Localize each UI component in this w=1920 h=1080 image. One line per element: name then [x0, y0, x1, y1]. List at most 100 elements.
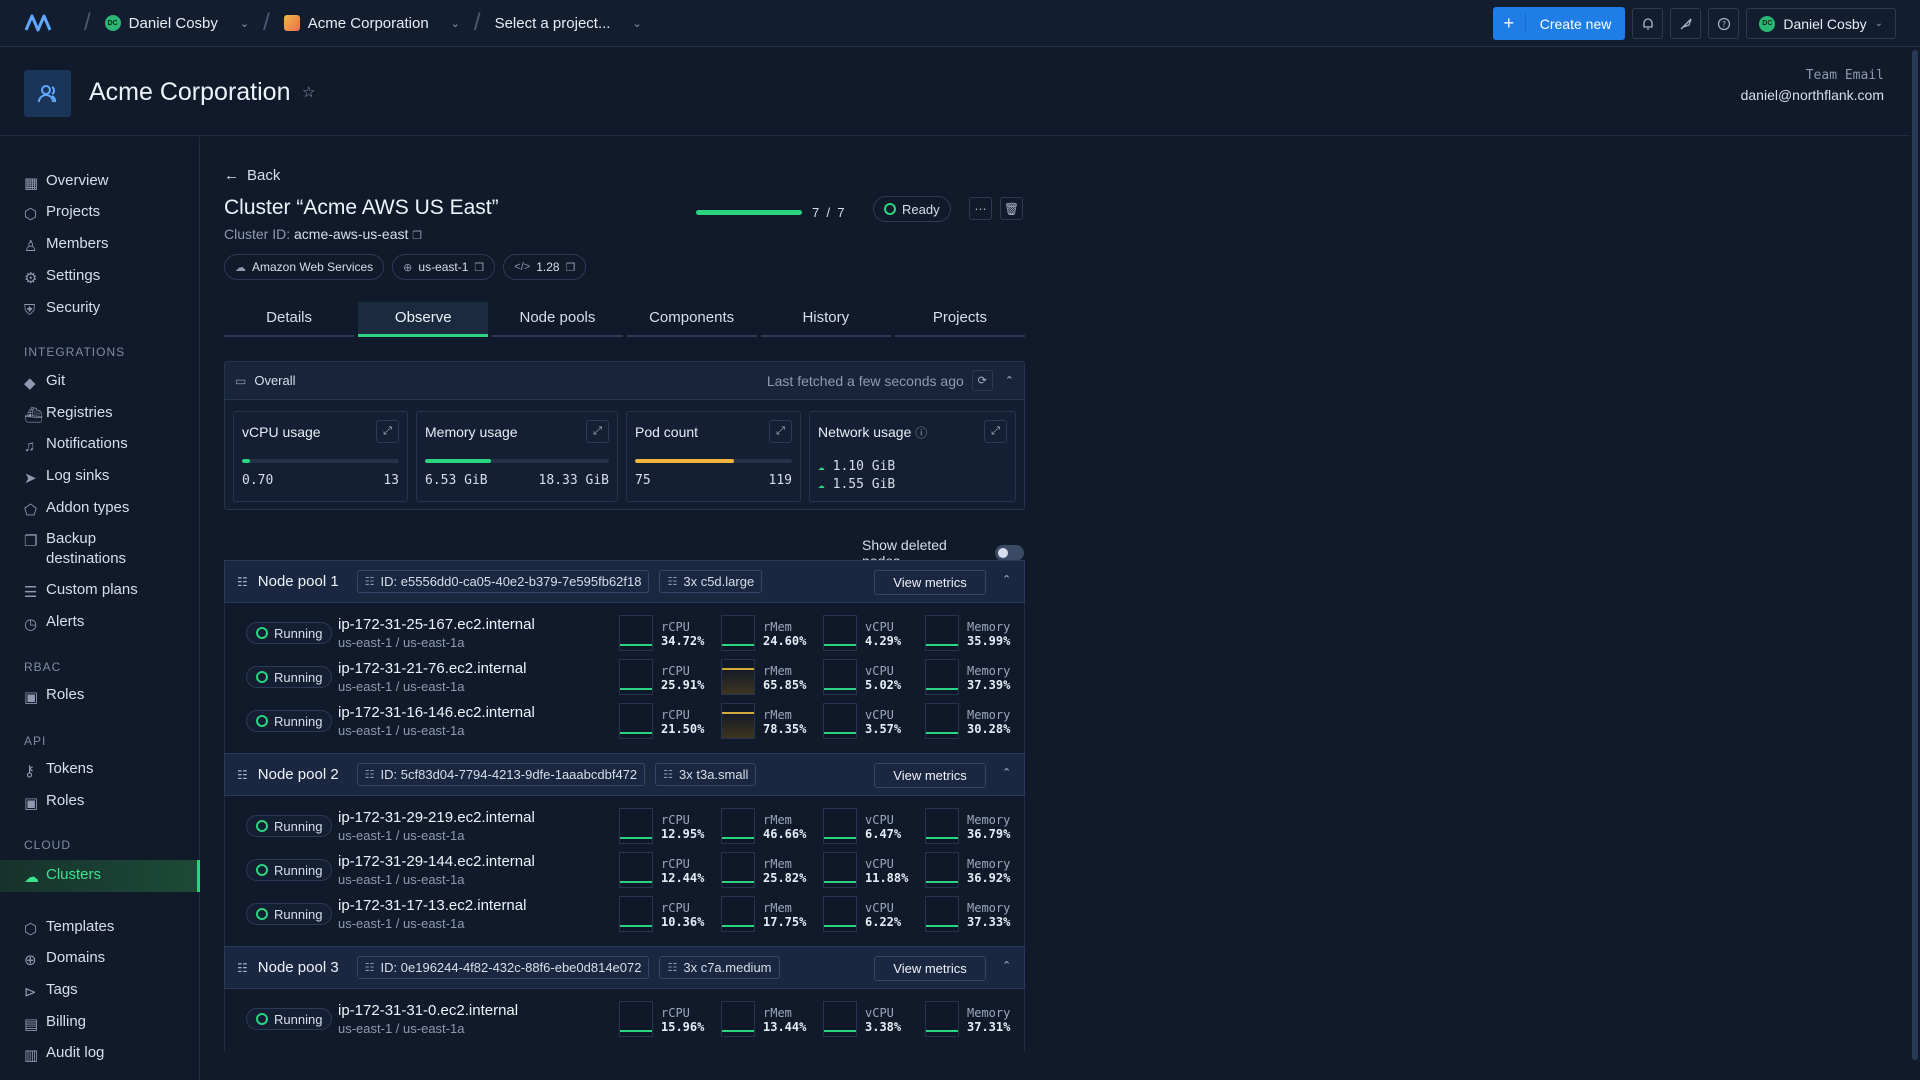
sidebar-item-tags[interactable]: ⊳ Tags	[24, 980, 78, 1001]
tab-details[interactable]: Details	[224, 302, 355, 337]
expand-button[interactable]: ⤢	[586, 420, 609, 443]
node-row[interactable]: Running ip-172-31-17-13.ec2.internal us-…	[225, 892, 1026, 936]
help-button[interactable]: ?	[1708, 8, 1740, 39]
account-menu-button[interactable]: DC Daniel Cosby ⌄	[1746, 8, 1896, 39]
expand-button[interactable]: ⤢	[376, 420, 399, 443]
node-name[interactable]: ip-172-31-25-167.ec2.internal	[338, 616, 535, 633]
user-switcher[interactable]: DC Daniel Cosby ⌄	[104, 15, 249, 32]
expand-button[interactable]: ⤢	[984, 420, 1007, 443]
status-ring-icon	[256, 864, 268, 876]
sidebar-section-rbac: RBAC	[24, 660, 62, 674]
show-deleted-toggle[interactable]	[995, 545, 1024, 561]
sidebar-item-projects[interactable]: ⬡ Projects	[24, 202, 100, 223]
sidebar-item-members[interactable]: ♙ Members	[24, 234, 109, 255]
sidebar-item-tokens[interactable]: ⚷ Tokens	[24, 759, 94, 780]
sidebar-item-git[interactable]: ◆ Git	[24, 371, 65, 392]
tab-components[interactable]: Components	[626, 302, 757, 337]
sidebar-item-overview[interactable]: ▦ Overview	[24, 171, 109, 192]
rmem-label: rMem	[763, 1006, 792, 1020]
vcpu-sparkline	[823, 808, 857, 844]
back-label: Back	[247, 167, 281, 184]
sidebar-item-label: Tags	[46, 981, 78, 998]
node-name[interactable]: ip-172-31-17-13.ec2.internal	[338, 897, 527, 914]
refresh-button[interactable]: ⟳	[971, 370, 993, 391]
sidebar-item-security[interactable]: ⛨ Security	[24, 298, 100, 319]
info-icon[interactable]: ⓘ	[915, 426, 928, 440]
copy-icon[interactable]: ❐	[565, 261, 576, 274]
sidebar-item-billing[interactable]: ▤ Billing	[24, 1012, 86, 1033]
expand-button[interactable]: ⤢	[769, 420, 792, 443]
sidebar-item-log-sinks[interactable]: ➤ Log sinks	[24, 466, 109, 487]
sidebar-item-addon-types[interactable]: ⬠ Addon types	[24, 498, 129, 519]
node-name[interactable]: ip-172-31-29-219.ec2.internal	[338, 809, 535, 826]
deploy-button[interactable]	[1670, 8, 1702, 39]
node-row[interactable]: Running ip-172-31-16-146.ec2.internal us…	[225, 699, 1026, 743]
memory-usage-values: 6.53 GiB 18.33 GiB	[425, 473, 609, 488]
chevron-up-icon[interactable]: ⌃	[1004, 375, 1014, 387]
server-icon: ☷	[237, 767, 248, 782]
node-row[interactable]: Running ip-172-31-29-219.ec2.internal us…	[225, 804, 1026, 848]
node-status-badge: Running	[246, 710, 333, 732]
sidebar-item-rbac-roles[interactable]: ▣ Roles	[24, 685, 84, 706]
rmem-sparkline	[721, 1001, 755, 1037]
sidebar-item-api-roles[interactable]: ▣ Roles	[24, 791, 84, 812]
view-metrics-button[interactable]: View metrics	[874, 570, 986, 595]
delete-button[interactable]: 🗑	[1000, 197, 1023, 220]
node-name[interactable]: ip-172-31-31-0.ec2.internal	[338, 1002, 519, 1019]
chevron-up-icon[interactable]: ⌃	[1002, 767, 1012, 779]
memory-usage-bar	[425, 459, 609, 463]
sidebar-item-notifications[interactable]: ♫ Notifications	[24, 434, 128, 455]
memory-sparkline	[925, 703, 959, 739]
node-status-badge: Running	[246, 666, 333, 688]
node-name[interactable]: ip-172-31-16-146.ec2.internal	[338, 704, 535, 721]
sidebar-item-registries[interactable]: ⛴ Registries	[24, 403, 113, 424]
network-out: ☁ 1.55 GiB	[818, 477, 895, 492]
globe-icon: ⊕	[403, 261, 413, 274]
northflank-logo-icon[interactable]	[24, 12, 52, 34]
view-metrics-button[interactable]: View metrics	[874, 956, 986, 981]
memory-sparkline	[925, 1001, 959, 1037]
project-switcher[interactable]: Select a project... ⌄	[495, 15, 642, 32]
chevron-up-icon[interactable]: ⌃	[1002, 960, 1012, 972]
sidebar-item-audit-log[interactable]: ▥ Audit log	[24, 1043, 104, 1064]
sparkline-line	[722, 644, 754, 646]
copy-icon[interactable]: ❐	[474, 261, 485, 274]
node-pool-size-chip: ☷ 3x c5d.large	[659, 570, 763, 593]
scrollbar[interactable]	[1912, 50, 1918, 1060]
tab-projects[interactable]: Projects	[894, 302, 1026, 337]
tab-observe[interactable]: Observe	[358, 302, 489, 337]
network-out-value: 1.55 GiB	[832, 477, 896, 492]
rmem-value: 17.75%	[763, 915, 807, 929]
tab-history[interactable]: History	[760, 302, 891, 337]
notifications-button[interactable]	[1632, 8, 1664, 39]
sidebar-item-templates[interactable]: ⬡ Templates	[24, 917, 114, 938]
node-row[interactable]: Running ip-172-31-31-0.ec2.internal us-e…	[225, 997, 1026, 1041]
sidebar-item-backup-destinations[interactable]: ❐ Backup destinations	[24, 529, 164, 569]
sidebar-item-custom-plans[interactable]: ☰ Custom plans	[24, 580, 138, 601]
progress-fill	[696, 210, 802, 215]
tab-node-pools[interactable]: Node pools	[492, 302, 623, 337]
addon-icon: ⬠	[24, 502, 38, 519]
org-switcher[interactable]: Acme Corporation ⌄	[283, 15, 460, 32]
copy-icon[interactable]: ❐	[412, 230, 423, 242]
view-metrics-button[interactable]: View metrics	[874, 763, 986, 788]
sidebar-item-clusters[interactable]: ☁ Clusters	[24, 865, 101, 886]
team-email-value: daniel@northflank.com	[1740, 87, 1884, 103]
sidebar-item-settings[interactable]: ⚙ Settings	[24, 266, 100, 287]
sidebar-item-alerts[interactable]: ◷ Alerts	[24, 612, 84, 633]
node-name[interactable]: ip-172-31-21-76.ec2.internal	[338, 660, 527, 677]
back-link[interactable]: ← Back	[224, 167, 280, 184]
rcpu-value: 25.91%	[661, 678, 705, 692]
vcpu-sparkline	[823, 703, 857, 739]
rmem-value: 25.82%	[763, 871, 807, 885]
create-new-button[interactable]: + Create new	[1492, 7, 1626, 40]
node-name[interactable]: ip-172-31-29-144.ec2.internal	[338, 853, 535, 870]
chevron-up-icon[interactable]: ⌃	[1002, 574, 1012, 586]
node-row[interactable]: Running ip-172-31-21-76.ec2.internal us-…	[225, 655, 1026, 699]
node-row[interactable]: Running ip-172-31-25-167.ec2.internal us…	[225, 611, 1026, 655]
star-icon[interactable]: ☆	[302, 84, 316, 101]
vcpu-label: vCPU	[865, 857, 894, 871]
node-row[interactable]: Running ip-172-31-29-144.ec2.internal us…	[225, 848, 1026, 892]
more-actions-button[interactable]: ⋯	[969, 197, 992, 220]
sidebar-item-domains[interactable]: ⊕ Domains	[24, 948, 105, 969]
